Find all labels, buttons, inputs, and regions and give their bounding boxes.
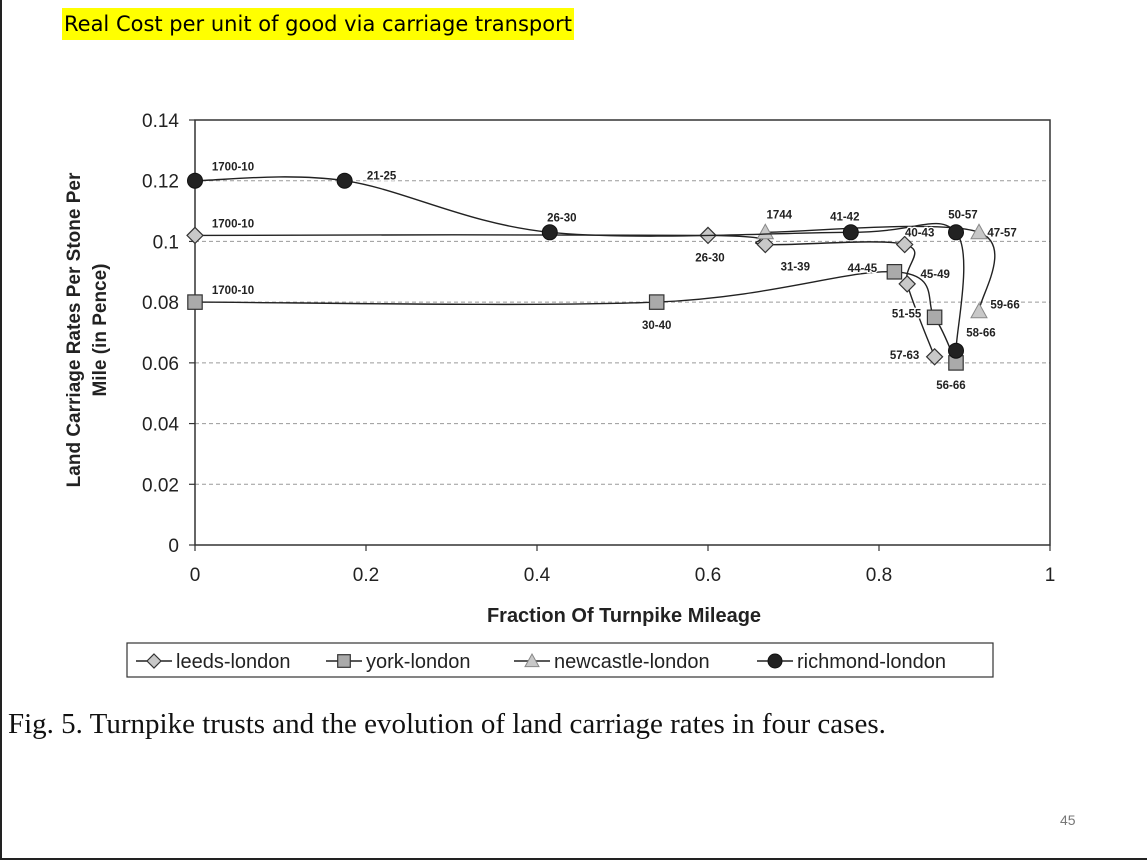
leeds-london-point-0 [186,226,204,245]
york-london-label-4: 56-66 [936,380,965,392]
york-london-point-2 [886,264,903,280]
y-axis-title-line-1: Land Carriage Rates Per Stone Per [64,172,85,487]
leeds-london-label-3: 40-43 [905,227,934,239]
legend-label-leeds-london: leeds-london [176,651,291,673]
leeds-london-label-4: 45-49 [921,269,950,281]
line-newcastle-london [765,225,996,312]
richmond-london-point-1 [336,172,353,189]
newcastle-london-label-1: 47-57 [987,227,1016,239]
axes: 0 0.02 0.04 0.06 0.08 0.1 0.12 0.14 0 0.2 0.4 0.6 0.… [142,111,1055,586]
x-axis-title: Fraction Of Turnpike Mileage [487,605,761,627]
x-tick-label-4: 0.8 [866,565,892,586]
legend-label-richmond-london: richmond-london [797,651,946,673]
line-york-london [194,270,957,364]
richmond-london-point-3 [842,224,859,241]
richmond-london-label-0: 1700-10 [212,162,254,174]
leeds-london-label-0: 1700-10 [212,218,254,230]
richmond-london-point-5 [948,342,964,359]
york-london-point-1 [648,294,665,310]
series-layer [186,172,996,371]
newcastle-london-label-2: 59-66 [990,299,1019,311]
y-axis-title-group: Land Carriage Rates Per Stone Per Mile (… [64,172,111,487]
york-london-label-0: 1700-10 [212,285,254,297]
y-tick-label-5: 0.1 [153,232,179,253]
legend: leeds-london york-london newcastle-london r… [126,642,994,678]
x-tick-label-3: 0.6 [695,565,721,586]
x-tick-label-1: 0.2 [353,565,379,586]
richmond-london-point-4 [948,224,964,241]
y-axis-title-line-2: Mile (in Pence) [90,263,111,396]
richmond-london-label-3: 41-42 [830,211,859,223]
york-london-label-3: 51-55 [892,308,922,320]
series-leeds-london [186,226,944,366]
y-tick-label-6: 0.12 [142,172,179,193]
x-tick-label-2: 0.4 [524,565,551,586]
york-london-point-0 [187,294,203,310]
legend-label-newcastle-london: newcastle-london [554,651,710,673]
plot-area [194,119,1051,546]
legend-marker-york-london [337,654,351,668]
newcastle-london-label-0: 1744 [766,209,792,221]
york-london-label-2: 44-45 [848,263,878,275]
series-newcastle-london [756,223,996,319]
slide-title: Real Cost per unit of good via carriage … [62,8,574,40]
richmond-london-label-5: 58-66 [966,328,995,340]
leeds-london-point-5 [925,347,944,366]
york-london-point-3 [926,309,943,326]
leeds-london-label-2: 31-39 [781,261,810,273]
leeds-london-point-4 [898,275,917,293]
richmond-london-label-4: 50-57 [948,209,977,221]
leeds-london-label-1: 26-30 [695,252,724,264]
series-york-london [187,264,964,371]
richmond-london-point-0 [187,172,203,189]
x-tick-label-5: 1 [1045,565,1056,586]
newcastle-london-point-2 [970,302,988,319]
series-richmond-london [187,172,965,359]
leeds-london-point-2 [756,235,775,254]
legend-marker-newcastle-london [524,652,540,668]
y-tick-label-0: 0 [168,536,179,557]
leeds-london-label-5: 57-63 [890,350,919,362]
y-tick-label-2: 0.04 [142,415,179,436]
line-leeds-london [194,234,936,358]
y-tick-label-7: 0.14 [142,111,179,132]
y-tick-label-4: 0.08 [142,293,179,314]
newcastle-london-point-1 [970,223,988,240]
page-number: 45 [1060,812,1076,828]
york-london-label-1: 30-40 [642,320,671,332]
y-tick-label-3: 0.06 [142,354,179,375]
legend-box [126,642,994,678]
y-tick-label-1: 0.02 [142,475,179,496]
newcastle-london-point-0 [756,223,775,240]
line-chart: 0 0.02 0.04 0.06 0.08 0.1 0.12 0.14 0 0.2 0.4 0.6 0.… [64,111,1055,678]
richmond-london-label-1: 21-25 [367,171,397,183]
x-tick-label-0: 0 [190,565,201,586]
point-labels: 1700-10 26-30 31-39 40-43 45-49 57-63 1700-10 3… [211,160,1021,393]
figure-caption: Fig. 5. Turnpike trusts and the evolutio… [8,708,886,740]
richmond-london-label-2: 26-30 [547,212,576,224]
richmond-london-point-2 [541,224,558,241]
legend-marker-richmond-london [767,653,783,669]
legend-label-york-london: york-london [366,651,471,673]
leeds-london-point-3 [895,235,914,254]
legend-marker-leeds-london [146,653,162,669]
